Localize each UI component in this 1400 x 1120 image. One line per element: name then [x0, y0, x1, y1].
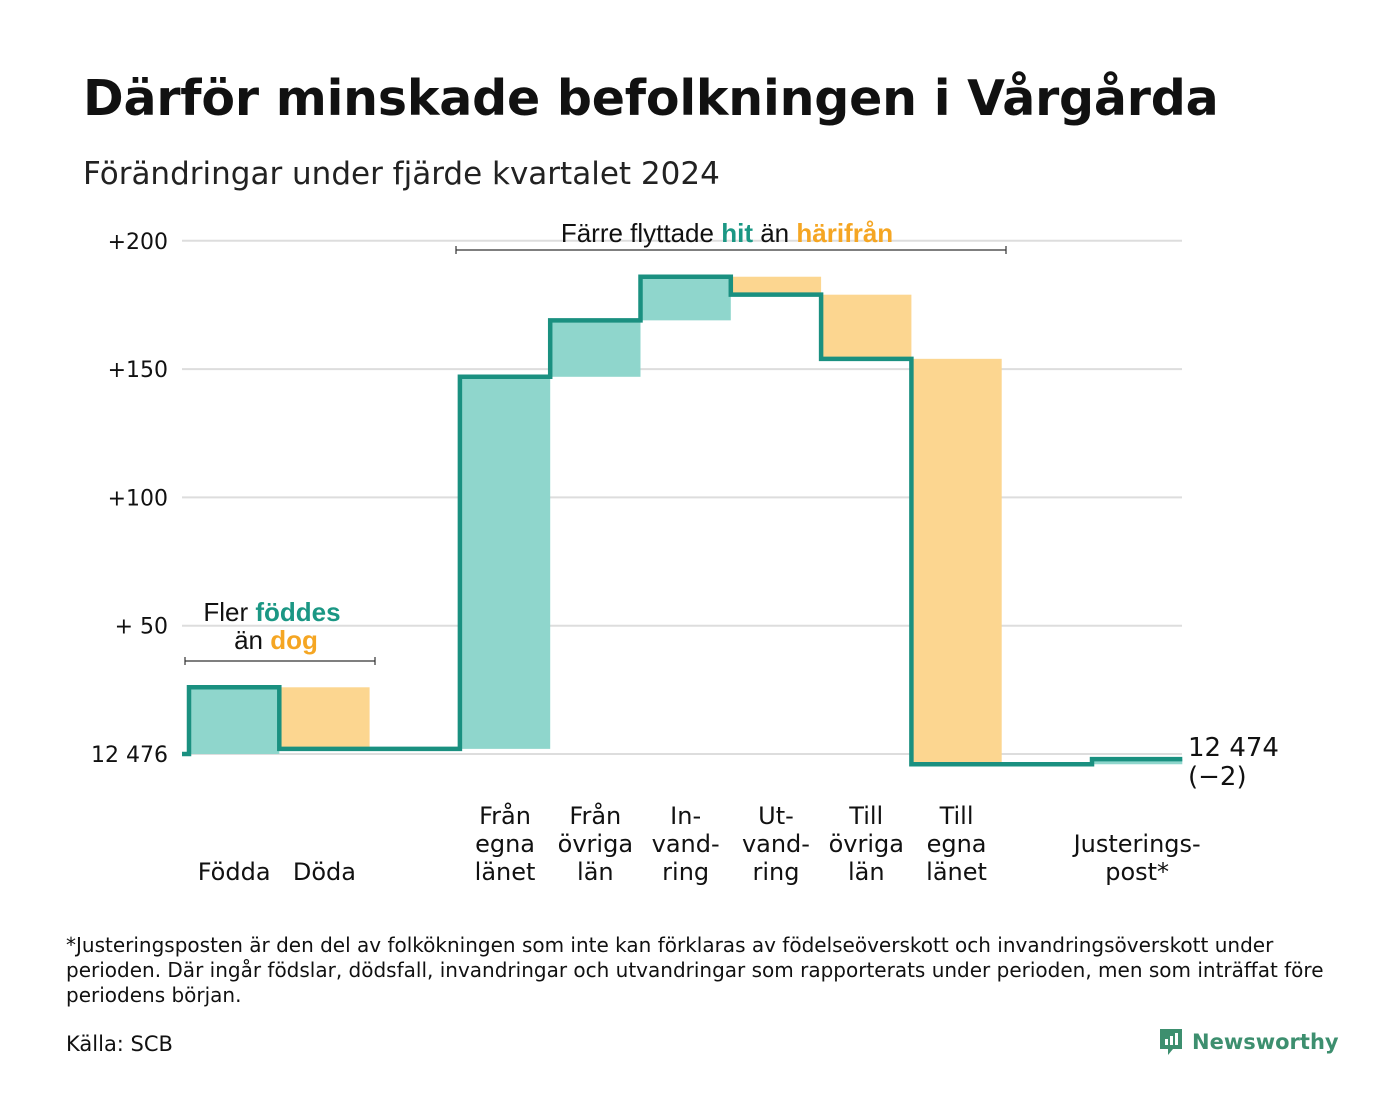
waterfall-bar [280, 687, 370, 749]
death-annotation-highlight: dog [270, 625, 318, 655]
waterfall-bar [912, 358, 1002, 765]
cumulative-step-line [182, 274, 1183, 767]
birth-annotation-line2: än dog [234, 625, 318, 655]
migration-annotation-text: Färre flyttade hit än härifrån [561, 218, 893, 248]
x-category-label: länet [475, 858, 536, 886]
waterfall-bar [1093, 759, 1183, 765]
brand-logo: Newsworthy [1158, 1027, 1339, 1057]
x-category-label: län [848, 858, 885, 886]
footnote: *Justeringsposten är den del av folkökni… [66, 933, 1324, 1007]
newsworthy-logo-icon [1160, 1029, 1182, 1055]
end-change-label: (−2) [1188, 762, 1247, 792]
x-category-label: Från [479, 801, 531, 830]
x-category-label: Till [939, 802, 974, 830]
birth-death-annotation: Fler föddes än dog [184, 597, 376, 665]
y-tick-label: 12 476 [91, 743, 168, 768]
migration-annotation-middle: än [753, 218, 796, 248]
birth-annotation-line1: Fler föddes [203, 597, 340, 627]
x-axis-category-labels: Födda DödaFrånegnalänetFrånövrigalänIn-va… [198, 801, 1201, 886]
waterfall-bar [460, 376, 551, 749]
source-label: Källa: SCB [66, 1032, 173, 1056]
end-value-label: 12 474 [1188, 733, 1279, 763]
bar-layer [190, 276, 1183, 765]
x-category-label: egna [927, 830, 987, 858]
y-axis-tick-labels: 12 476 + 50 +100 +150 +200 [91, 230, 168, 768]
x-category-label: vand- [652, 830, 720, 858]
y-tick-label: +200 [108, 230, 168, 255]
x-category-label: länet [926, 858, 987, 886]
chart-subtitle: Förändringar under fjärde kvartalet 2024 [83, 156, 720, 192]
waterfall-bar [641, 276, 731, 321]
grid-layer [182, 239, 1182, 755]
waterfall-bar [551, 320, 641, 377]
y-tick-label: + 50 [115, 615, 168, 640]
x-category-label: övriga [558, 830, 633, 858]
brand-name: Newsworthy [1192, 1030, 1339, 1054]
migration-annotation-harifran: härifrån [796, 218, 893, 248]
x-category-label: Ut- [758, 802, 794, 830]
x-category-label: In- [670, 802, 701, 830]
y-tick-label: +150 [108, 358, 168, 383]
x-category-label: vand- [742, 830, 810, 858]
migration-annotation-hit: hit [721, 218, 753, 248]
x-category-label: Till [848, 802, 883, 830]
waterfall-bar [822, 294, 912, 359]
x-category-label: Justerings- [1072, 830, 1201, 858]
migration-annotation-prefix: Färre flyttade [561, 218, 721, 248]
x-category-label: Döda [293, 858, 356, 886]
chart-title: Därför minskade befolkningen i Vårgårda [83, 70, 1219, 127]
death-annotation-prefix: än [234, 625, 270, 655]
birth-annotation-prefix: Fler [203, 597, 255, 627]
x-category-label: övriga [829, 830, 904, 858]
waterfall-bar [190, 687, 280, 754]
x-category-label: ring [662, 858, 709, 886]
migration-annotation: Färre flyttade hit än härifrån [455, 218, 1007, 254]
x-category-label: post* [1105, 858, 1169, 886]
x-category-label: egna [475, 830, 535, 858]
step-line-layer [182, 274, 1183, 767]
waterfall-bar [731, 276, 822, 295]
x-category-label: ring [752, 858, 799, 886]
y-tick-label: +100 [108, 486, 168, 511]
birth-annotation-highlight: föddes [255, 597, 340, 627]
x-category-label: län [577, 858, 614, 886]
x-category-label: Födda [198, 858, 271, 886]
x-category-label: Från [569, 801, 621, 830]
